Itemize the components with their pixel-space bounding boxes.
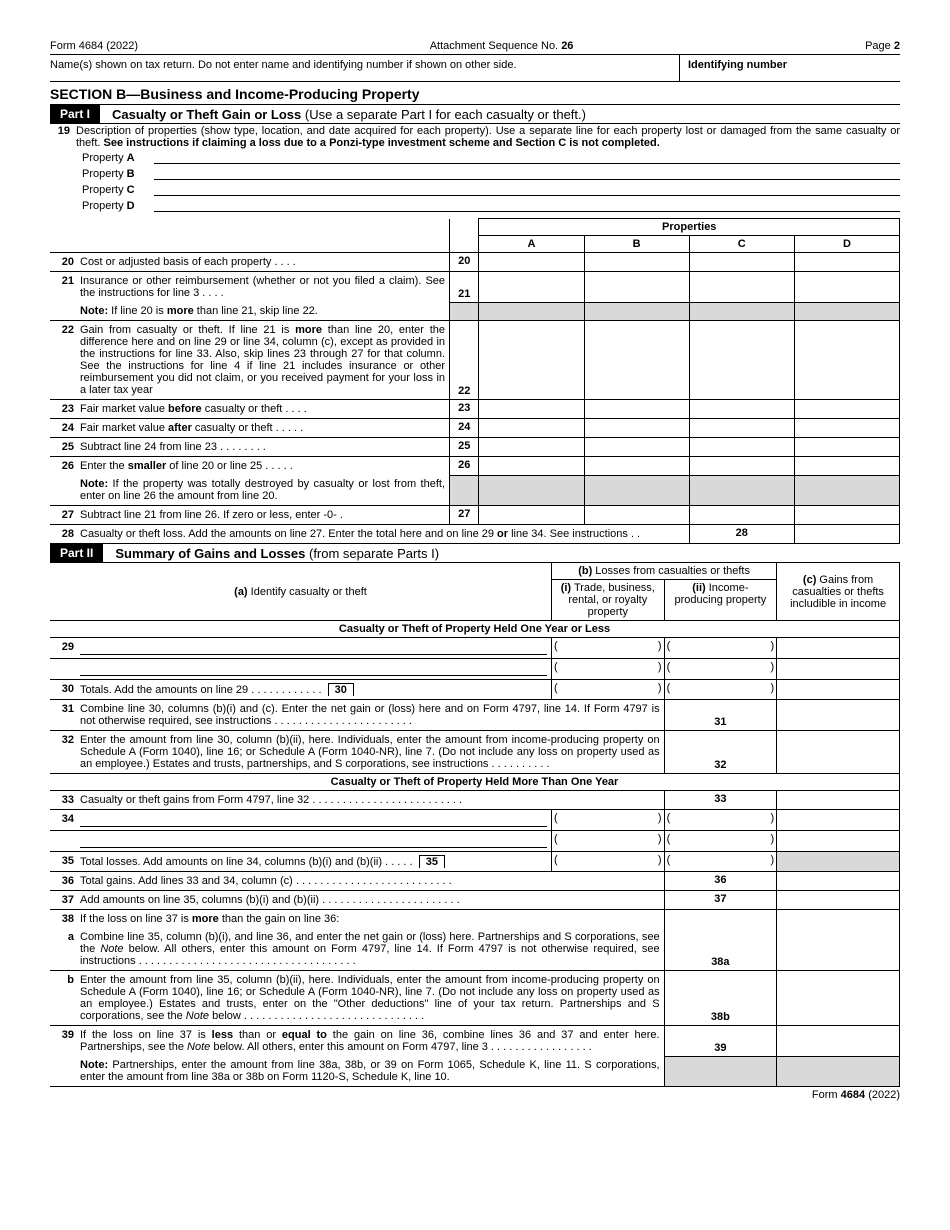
row-32: 32Enter the amount from line 30, column … — [50, 731, 900, 774]
properties-header: Properties — [479, 219, 900, 236]
row-26: 26Enter the smaller of line 20 or line 2… — [50, 457, 900, 476]
property-a-input[interactable] — [154, 152, 900, 164]
row-22: 22Gain from casualty or theft. If line 2… — [50, 321, 900, 400]
col-c: C — [689, 236, 794, 253]
col-bii-header: (ii) Income-producing property — [664, 580, 777, 621]
long-term-header: Casualty or Theft of Property Held More … — [50, 774, 900, 791]
col-c-header: (c) Gains from casualties or thefts incl… — [777, 563, 900, 621]
property-b-row: Property B — [50, 166, 900, 182]
row-24: 24Fair market value after casualty or th… — [50, 419, 900, 438]
property-d-input[interactable] — [154, 200, 900, 212]
name-label: Name(s) shown on tax return. Do not ente… — [50, 55, 680, 81]
form-footer: Form 4684 (2022) — [50, 1087, 900, 1101]
row-37: 37Add amounts on line 35, columns (b)(i)… — [50, 891, 900, 910]
row-21: 21Insurance or other reimbursement (whet… — [50, 272, 900, 303]
col-a-header: (a) Identify casualty or theft — [50, 563, 552, 621]
col-d: D — [794, 236, 899, 253]
property-b-input[interactable] — [154, 168, 900, 180]
row-27: 27Subtract line 21 from line 26. If zero… — [50, 506, 900, 525]
short-term-header: Casualty or Theft of Property Held One Y… — [50, 621, 900, 638]
page-num: Page 2 — [865, 40, 900, 52]
row-29a: 29 () () — [50, 638, 900, 659]
part-1-badge: Part I — [50, 105, 100, 123]
row-31: 31Combine line 30, columns (b)(i) and (c… — [50, 700, 900, 731]
properties-table: Properties A B C D 20Cost or adjusted ba… — [50, 218, 900, 544]
row-39-note: Note: Partnerships, enter the amount fro… — [50, 1056, 900, 1087]
property-c-row: Property C — [50, 182, 900, 198]
row-29b: () () — [50, 659, 900, 680]
name-id-row: Name(s) shown on tax return. Do not ente… — [50, 55, 900, 82]
row-34b: () () — [50, 831, 900, 852]
part-2-badge: Part II — [50, 544, 103, 562]
property-c-input[interactable] — [154, 184, 900, 196]
attachment-seq: Attachment Sequence No. 26 — [430, 40, 574, 52]
row-30: 30Totals. Add the amounts on line 29 . .… — [50, 680, 900, 700]
id-number-label: Identifying number — [680, 55, 900, 81]
row-38b: bEnter the amount from line 35, column (… — [50, 971, 900, 1026]
col-b-header: (b) Losses from casualties or thefts — [552, 563, 777, 580]
row-36: 36Total gains. Add lines 33 and 34, colu… — [50, 872, 900, 891]
row-38: 38If the loss on line 37 is more than th… — [50, 910, 900, 929]
row-33: 33Casualty or theft gains from Form 4797… — [50, 791, 900, 810]
row-34a: 34 () () — [50, 810, 900, 831]
property-a-row: Property A — [50, 150, 900, 166]
row-35: 35Total losses. Add amounts on line 34, … — [50, 852, 900, 872]
section-b-title: SECTION B—Business and Income-Producing … — [50, 82, 900, 105]
part-1-header: Part I Casualty or Theft Gain or Loss (U… — [50, 105, 900, 124]
col-b: B — [584, 236, 689, 253]
form-id: Form 4684 (2022) — [50, 40, 138, 52]
form-header: Form 4684 (2022) Attachment Sequence No.… — [50, 40, 900, 55]
row-20: 20Cost or adjusted basis of each propert… — [50, 253, 900, 272]
part-2-title: Summary of Gains and Losses (from separa… — [103, 546, 439, 561]
property-d-row: Property D — [50, 198, 900, 214]
line-19-text: Description of properties (show type, lo… — [76, 125, 900, 149]
part-1-title: Casualty or Theft Gain or Loss (Use a se… — [100, 107, 586, 122]
line-19: 19 Description of properties (show type,… — [50, 124, 900, 150]
row-21-note: Note: If line 20 is more than line 21, s… — [50, 302, 900, 321]
line-19-num: 19 — [50, 125, 76, 137]
row-26-note: Note: If the property was totally destro… — [50, 475, 900, 506]
row-39: 39If the loss on line 37 is less than or… — [50, 1026, 900, 1057]
part-2-header: Part II Summary of Gains and Losses (fro… — [50, 544, 900, 562]
col-a: A — [479, 236, 584, 253]
col-bi-header: (i) Trade, business, rental, or royalty … — [552, 580, 665, 621]
row-28: 28Casualty or theft loss. Add the amount… — [50, 525, 900, 544]
row-23: 23Fair market value before casualty or t… — [50, 400, 900, 419]
summary-table: (a) Identify casualty or theft (b) Losse… — [50, 562, 900, 1087]
row-25: 25Subtract line 24 from line 23 . . . . … — [50, 438, 900, 457]
